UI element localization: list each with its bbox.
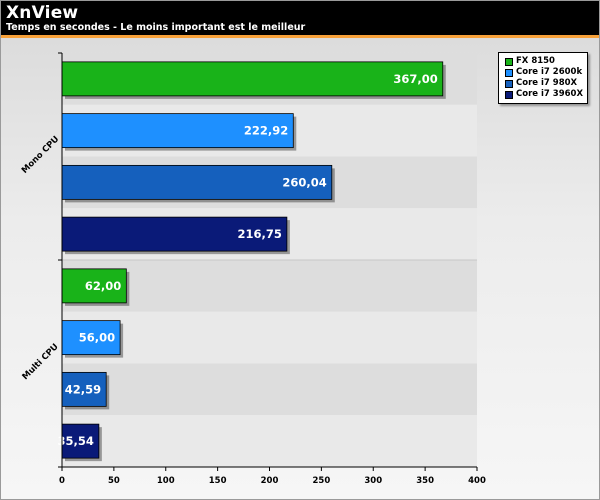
legend-label-core-i7-980x: Core i7 980X [516,78,578,88]
bar-fx-8150-multi-cpu [61,268,127,304]
bar-core-i7-2600k-mono-cpu [61,113,294,149]
data-label-core-i7-3960x-mono-cpu: 216,75 [237,227,281,241]
plot-band [62,415,477,467]
bar-fx-8150-mono-cpu [61,61,444,97]
x-tick-label-50: 50 [108,476,120,486]
x-tick-label-300: 300 [364,476,382,486]
bar-core-i7-3960x-multi-cpu [61,423,100,459]
data-label-core-i7-980x-mono-cpu: 260,04 [282,175,326,189]
data-label-core-i7-2600k-mono-cpu: 222,92 [244,124,288,138]
chart-header: XnView Temps en secondes - Le moins impo… [1,1,599,35]
chart-legend: FX 8150 Core i7 2600k Core i7 980X Core … [498,52,588,104]
data-label-core-i7-2600k-multi-cpu: 56,00 [79,331,115,345]
bar-core-i7-980x-mono-cpu [61,164,333,200]
plot-band [62,311,477,364]
plot-band [62,363,477,416]
data-label-fx-8150-multi-cpu: 62,00 [85,279,121,293]
x-tick-label-100: 100 [157,476,175,486]
data-label-core-i7-3960x-multi-cpu: 35,54 [57,434,93,448]
legend-swatch-fx-8150 [505,58,513,66]
legend-label-core-i7-3960x: Core i7 3960X [516,89,583,99]
chart-subtitle: Temps en secondes - Le moins important e… [6,22,306,33]
legend-swatch-core-i7-980x [505,80,513,88]
bar-core-i7-3960x-mono-cpu [61,216,288,252]
chart-title: XnView [6,3,79,23]
legend-label-fx-8150: FX 8150 [516,56,555,66]
plot-band [62,260,477,312]
category-label-multi-cpu: Multi CPU [21,342,61,382]
category-label-mono-cpu: Mono CPU [20,134,61,175]
legend-label-core-i7-2600k: Core i7 2600k [516,67,583,77]
legend-swatch-core-i7-3960x [505,91,513,99]
x-tick-label-150: 150 [209,476,227,486]
data-label-core-i7-980x-multi-cpu: 42,59 [65,382,101,396]
x-tick-label-400: 400 [468,476,486,486]
bar-core-i7-980x-multi-cpu [61,371,107,407]
x-tick-label-250: 250 [313,476,331,486]
legend-swatch-core-i7-2600k [505,69,513,77]
x-tick-label-200: 200 [261,476,279,486]
header-accent-line [1,35,599,38]
x-tick-label-0: 0 [59,476,65,486]
data-label-fx-8150-mono-cpu: 367,00 [393,72,437,86]
x-tick-label-350: 350 [416,476,434,486]
